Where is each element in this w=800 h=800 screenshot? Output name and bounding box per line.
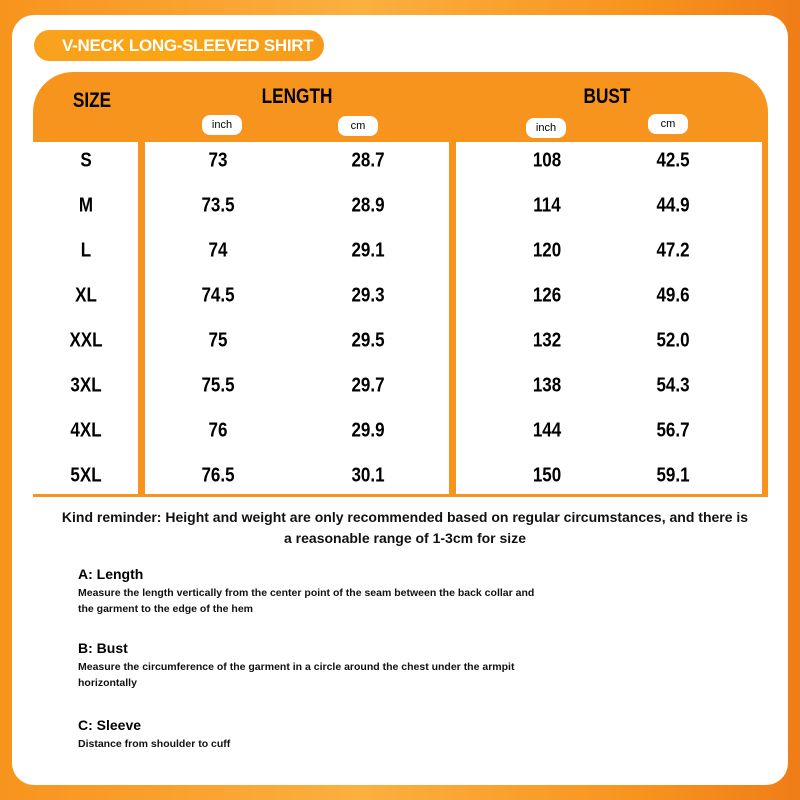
cell-length-cm: 29.1 (351, 239, 385, 262)
cell-length-inch: 73.5 (201, 194, 235, 217)
note-title: B: Bust (78, 640, 128, 656)
cell-size: XL (75, 284, 97, 307)
cell-bust-cm: 54.3 (656, 374, 690, 397)
note-text: Measure the circumference of the garment… (78, 661, 515, 689)
length-inch-unit: inch (202, 115, 242, 135)
cell-length-inch: 75.5 (201, 374, 235, 397)
header-size: SIZE (72, 89, 112, 112)
cell-bust-cm: 52.0 (656, 329, 690, 352)
bust-cm-unit: cm (648, 114, 688, 134)
cell-length-inch: 74.5 (201, 284, 235, 307)
cell-bust-inch: 138 (532, 374, 562, 397)
bust-inch-unit: inch (526, 118, 566, 138)
length-cm-unit: cm (338, 116, 378, 136)
cell-bust-cm: 59.1 (656, 464, 690, 487)
cell-bust-cm: 47.2 (656, 239, 690, 262)
note-title: A: Length (78, 566, 144, 582)
cell-size: M (78, 194, 94, 217)
cell-size: 5XL (70, 464, 102, 487)
cell-length-inch: 76 (208, 419, 228, 442)
cell-length-inch: 73 (208, 149, 228, 172)
note-bust: B: Bust Measure the circumference of the… (78, 640, 548, 691)
cell-bust-cm: 56.7 (656, 419, 690, 442)
cell-bust-cm: 42.5 (656, 149, 690, 172)
product-title: V-NECK LONG-SLEEVED SHIRT (34, 30, 324, 61)
cell-length-inch: 74 (208, 239, 228, 262)
cell-length-inch: 75 (208, 329, 228, 352)
cell-bust-inch: 120 (532, 239, 562, 262)
cell-bust-inch: 126 (532, 284, 562, 307)
cell-length-cm: 28.9 (351, 194, 385, 217)
size-table (33, 72, 768, 497)
cell-bust-inch: 144 (532, 419, 562, 442)
cell-length-cm: 28.7 (351, 149, 385, 172)
bust-column (456, 142, 762, 494)
size-column (33, 142, 138, 494)
cell-length-cm: 29.5 (351, 329, 385, 352)
kind-reminder: Kind reminder: Height and weight are onl… (61, 509, 749, 546)
cell-bust-inch: 114 (533, 194, 561, 217)
cell-bust-inch: 108 (532, 149, 562, 172)
note-length: A: Length Measure the length vertically … (78, 566, 548, 617)
note-title: C: Sleeve (78, 717, 142, 733)
cell-size: S (80, 149, 92, 172)
note-text: Distance from shoulder to cuff (78, 738, 231, 750)
cell-length-cm: 29.3 (351, 284, 385, 307)
cell-size: XXL (69, 329, 103, 352)
cell-length-inch: 76.5 (201, 464, 235, 487)
note-sleeve: C: Sleeve Distance from shoulder to cuff (78, 717, 548, 752)
cell-size: 3XL (70, 374, 102, 397)
cell-bust-inch: 132 (532, 329, 562, 352)
cell-bust-cm: 44.9 (656, 194, 690, 217)
header-length: LENGTH (261, 85, 333, 108)
note-text: Measure the length vertically from the c… (78, 587, 535, 615)
header-bust: BUST (583, 85, 631, 108)
cell-length-cm: 29.9 (351, 419, 385, 442)
length-column (145, 142, 449, 494)
cell-bust-cm: 49.6 (656, 284, 690, 307)
cell-length-cm: 29.7 (351, 374, 385, 397)
cell-size: L (80, 239, 92, 262)
cell-length-cm: 30.1 (351, 464, 385, 487)
cell-bust-inch: 150 (532, 464, 562, 487)
cell-size: 4XL (70, 419, 102, 442)
